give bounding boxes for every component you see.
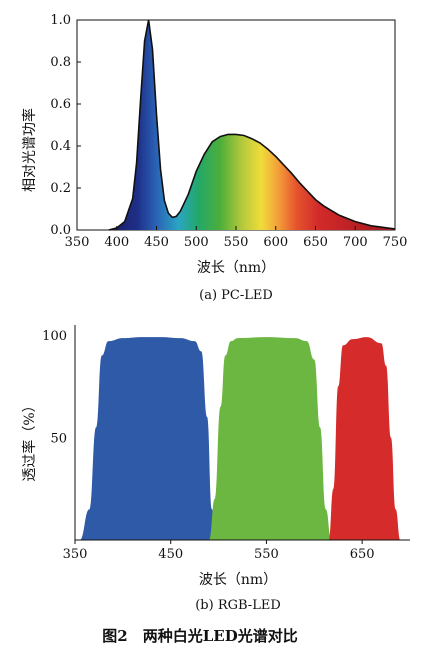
panel-a-caption: (a) PC-LED <box>199 288 273 303</box>
panel-b-y-axis-label: 透过率（%） <box>21 398 38 481</box>
x-tick-label: 450 <box>144 235 169 250</box>
panel-a-spectrum-area <box>108 19 396 231</box>
panel-b-rgb-led: 350 450 550 650 50 100 波长（nm） 透过率（%） (b) RGB… <box>21 325 410 613</box>
x-tick-label: 750 <box>383 235 408 250</box>
x-tick-label: 350 <box>65 235 90 250</box>
x-tick-label: 450 <box>158 547 183 562</box>
panel-b-caption: (b) RGB-LED <box>195 598 281 613</box>
panel-a-x-axis-label: 波长（nm） <box>197 260 275 276</box>
y-tick-label: 100 <box>42 329 67 344</box>
y-tick-label: 0.2 <box>50 181 71 196</box>
y-tick-label: 0.4 <box>50 139 71 154</box>
figure-caption: 图2 两种白光LED光谱对比 <box>102 627 297 645</box>
x-tick-label: 550 <box>224 235 249 250</box>
x-tick-label: 550 <box>254 547 279 562</box>
spectrum-line <box>108 19 396 231</box>
panel-b-y-ticks: 50 100 <box>42 329 67 447</box>
x-tick-label: 650 <box>303 235 328 250</box>
x-tick-label: 600 <box>263 235 288 250</box>
y-tick-label: 50 <box>50 432 67 447</box>
panel-a-pc-led: 350 400 450 500 550 600 650 700 750 0.0 0.2 0.4 0.6… <box>21 13 407 303</box>
panel-b-transmission-bands <box>79 337 401 540</box>
panel-b-x-axis-label: 波长（nm） <box>199 572 277 588</box>
x-tick-label: 650 <box>350 547 375 562</box>
y-tick-label: 0.8 <box>50 55 71 70</box>
band-red <box>328 337 401 540</box>
x-tick-label: 400 <box>104 235 129 250</box>
panel-a-y-ticks: 0.0 0.2 0.4 0.6 0.8 1.0 <box>50 13 81 238</box>
y-tick-label: 0.0 <box>50 223 71 238</box>
y-tick-label: 1.0 <box>50 13 71 28</box>
band-green <box>209 337 332 540</box>
y-tick-label: 0.6 <box>50 97 71 112</box>
panel-a-y-axis-label: 相对光谱功率 <box>21 108 38 192</box>
x-tick-label: 500 <box>184 235 209 250</box>
panel-b-x-ticks: 350 450 550 650 <box>63 540 375 562</box>
x-tick-label: 700 <box>343 235 368 250</box>
band-blue <box>79 337 216 540</box>
panel-a-x-ticks: 350 400 450 500 550 600 650 700 750 <box>65 226 408 250</box>
x-tick-label: 350 <box>63 547 88 562</box>
spectrum-area <box>108 20 396 230</box>
